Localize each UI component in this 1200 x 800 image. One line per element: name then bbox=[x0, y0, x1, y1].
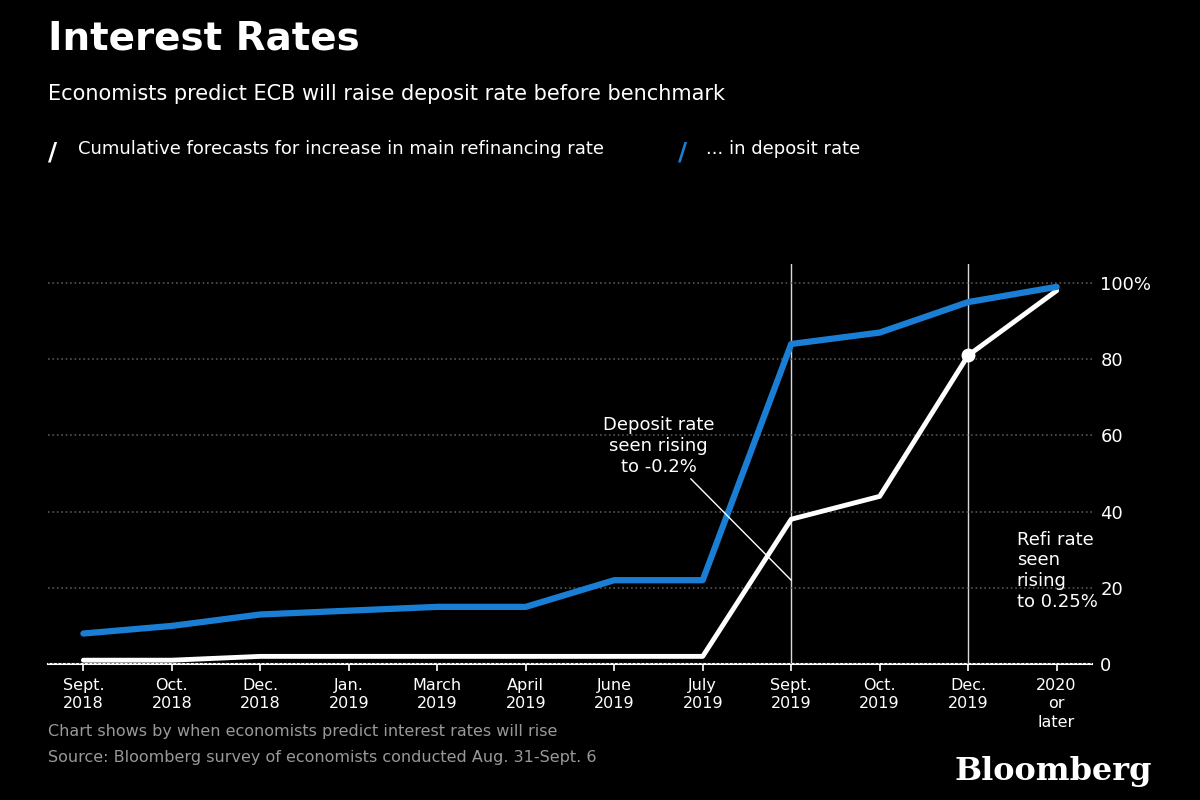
Text: Interest Rates: Interest Rates bbox=[48, 20, 360, 58]
Text: /: / bbox=[48, 140, 58, 164]
Text: Deposit rate
seen rising
to -0.2%: Deposit rate seen rising to -0.2% bbox=[602, 416, 791, 580]
Text: Economists predict ECB will raise deposit rate before benchmark: Economists predict ECB will raise deposi… bbox=[48, 84, 725, 104]
Text: /: / bbox=[678, 140, 688, 164]
Text: Bloomberg: Bloomberg bbox=[954, 756, 1152, 787]
Text: Source: Bloomberg survey of economists conducted Aug. 31-Sept. 6: Source: Bloomberg survey of economists c… bbox=[48, 750, 596, 766]
Text: Cumulative forecasts for increase in main refinancing rate: Cumulative forecasts for increase in mai… bbox=[78, 140, 604, 158]
Text: Refi rate
seen
rising
to 0.25%: Refi rate seen rising to 0.25% bbox=[1016, 530, 1098, 611]
Text: Chart shows by when economists predict interest rates will rise: Chart shows by when economists predict i… bbox=[48, 724, 557, 739]
Text: ... in deposit rate: ... in deposit rate bbox=[706, 140, 860, 158]
